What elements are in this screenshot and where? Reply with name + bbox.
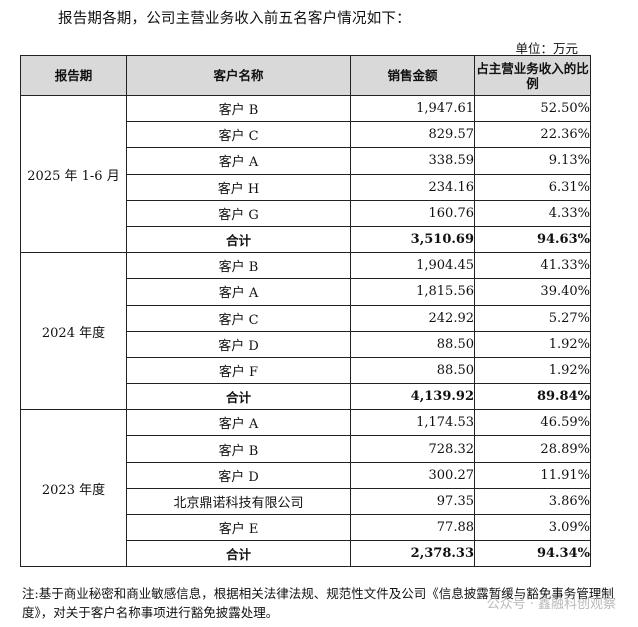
ratio-cell: 28.89% bbox=[474, 435, 591, 463]
total-ratio: 94.63% bbox=[474, 225, 591, 254]
table-row: 客户 C 829.57 22.36% bbox=[21, 121, 591, 149]
period-cell: 2023 年度 bbox=[20, 409, 127, 568]
customer-cell: 客户 B bbox=[126, 252, 351, 280]
table-row: 客户 D 88.50 1.92% bbox=[21, 330, 591, 358]
sales-cell: 97.35 bbox=[350, 487, 475, 516]
ratio-cell: 22.36% bbox=[474, 121, 591, 149]
customer-cell: 客户 G bbox=[126, 199, 351, 227]
customer-cell: 客户 A bbox=[126, 409, 351, 437]
sales-cell: 1,815.56 bbox=[350, 278, 475, 306]
table-row: 客户 A 1,815.56 39.40% bbox=[21, 278, 591, 306]
sales-cell: 338.59 bbox=[350, 147, 475, 175]
sales-cell: 300.27 bbox=[350, 461, 475, 489]
table-row: 客户 F 88.50 1.92% bbox=[21, 356, 591, 385]
ratio-cell: 1.92% bbox=[474, 330, 591, 358]
total-label: 合计 bbox=[126, 540, 351, 568]
total-sales: 4,139.92 bbox=[350, 383, 475, 411]
header-customer: 客户名称 bbox=[126, 55, 351, 96]
sales-cell: 88.50 bbox=[350, 330, 475, 358]
ratio-cell: 41.33% bbox=[474, 252, 591, 280]
customer-cell: 客户 E bbox=[126, 513, 351, 542]
total-ratio: 89.84% bbox=[474, 383, 591, 411]
total-row: 合计 2,378.33 94.34% bbox=[21, 540, 591, 568]
header-ratio: 占主营业务收入的比例 bbox=[474, 55, 591, 96]
table-row: 客户 G 160.76 4.33% bbox=[21, 199, 591, 227]
table-header-row: 报告期 客户名称 销售金额 占主营业务收入的比例 bbox=[20, 55, 591, 96]
total-ratio: 94.34% bbox=[474, 540, 591, 568]
customer-cell: 客户 B bbox=[126, 94, 351, 123]
sales-cell: 160.76 bbox=[350, 199, 475, 227]
total-sales: 2,378.33 bbox=[350, 540, 475, 568]
customer-cell: 客户 F bbox=[126, 356, 351, 385]
table-row: 客户 E 77.88 3.09% bbox=[21, 513, 591, 542]
customer-cell: 客户 C bbox=[126, 304, 351, 332]
total-label: 合计 bbox=[126, 225, 351, 254]
header-period: 报告期 bbox=[20, 55, 127, 96]
table-row: 2025 年 1-6 月 客户 B 1,947.61 52.50% bbox=[20, 94, 591, 254]
total-label: 合计 bbox=[126, 383, 351, 411]
intro-text: 报告期各期，公司主营业务收入前五名客户情况如下： bbox=[58, 11, 411, 27]
sales-cell: 77.88 bbox=[350, 513, 475, 542]
period-cell: 2025 年 1-6 月 bbox=[20, 94, 127, 254]
ratio-cell: 1.92% bbox=[474, 356, 591, 385]
ratio-cell: 3.09% bbox=[474, 513, 591, 542]
customer-cell: 客户 B bbox=[126, 435, 351, 463]
ratio-cell: 52.50% bbox=[474, 94, 591, 123]
customer-cell: 客户 A bbox=[126, 147, 351, 175]
table-row: 2024 年度 客户 B 1,904.45 41.33% bbox=[20, 252, 591, 411]
ratio-cell: 46.59% bbox=[474, 409, 591, 437]
ratio-cell: 3.86% bbox=[474, 487, 591, 516]
total-sales: 3,510.69 bbox=[350, 225, 475, 254]
table-row: 客户 A 338.59 9.13% bbox=[21, 147, 591, 175]
table-row: 2023 年度 客户 A 1,174.53 46.59% bbox=[20, 409, 591, 568]
customer-cell: 客户 D bbox=[126, 461, 351, 489]
customer-cell: 北京鼎诺科技有限公司 bbox=[126, 487, 351, 516]
customer-cell: 客户 H bbox=[126, 173, 351, 201]
period-cell: 2024 年度 bbox=[20, 252, 127, 411]
table-row: 客户 C 242.92 5.27% bbox=[21, 304, 591, 332]
watermark: 公众号 · 鑫融科创观察 bbox=[486, 597, 616, 612]
footnote: 注:基于商业秘密和商业敏感信息，根据相关法律法规、规范性文件及公司《信息披露暂缓… bbox=[22, 586, 614, 620]
sales-cell: 234.16 bbox=[350, 173, 475, 201]
ratio-cell: 9.13% bbox=[474, 147, 591, 175]
sales-cell: 1,904.45 bbox=[350, 252, 475, 280]
unit-label: 单位：万元 bbox=[515, 41, 578, 56]
ratio-cell: 5.27% bbox=[474, 304, 591, 332]
ratio-cell: 39.40% bbox=[474, 278, 591, 306]
ratio-cell: 4.33% bbox=[474, 199, 591, 227]
sales-cell: 242.92 bbox=[350, 304, 475, 332]
customer-cell: 客户 C bbox=[126, 121, 351, 149]
ratio-cell: 6.31% bbox=[474, 173, 591, 201]
sales-cell: 1,947.61 bbox=[350, 94, 475, 123]
sales-cell: 829.57 bbox=[350, 121, 475, 149]
ratio-cell: 11.91% bbox=[474, 461, 591, 489]
top-customers-table: 报告期 客户名称 销售金额 占主营业务收入的比例 2025 年 1-6 月 客户… bbox=[20, 55, 591, 568]
sales-cell: 728.32 bbox=[350, 435, 475, 463]
table-row: 客户 B 728.32 28.89% bbox=[21, 435, 591, 463]
customer-cell: 客户 A bbox=[126, 278, 351, 306]
sales-cell: 88.50 bbox=[350, 356, 475, 385]
header-sales: 销售金额 bbox=[350, 55, 475, 96]
sales-cell: 1,174.53 bbox=[350, 409, 475, 437]
customer-cell: 客户 D bbox=[126, 330, 351, 358]
table-row: 客户 D 300.27 11.91% bbox=[21, 461, 591, 489]
